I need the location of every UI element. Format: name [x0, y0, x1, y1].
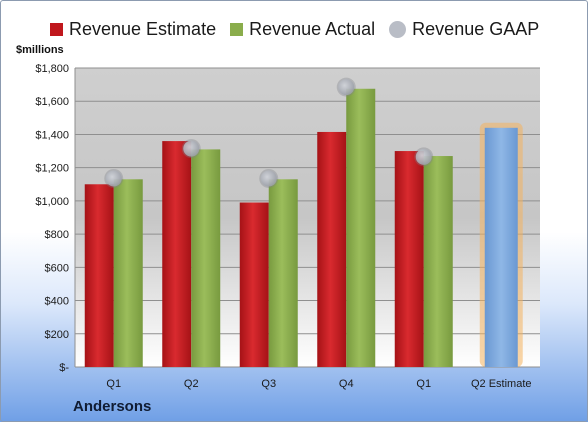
y-tick-label: $- — [59, 362, 69, 374]
y-axis-ticks: $- $200 $400 $600 $800 $1,000 $1,200 $1,400 $1,6… — [35, 63, 69, 374]
x-tick-label: Q1 — [106, 378, 121, 390]
y-axis-units-label: $millions — [16, 44, 64, 56]
y-tick-label: $200 — [45, 329, 69, 341]
y-tick-label: $1,200 — [35, 163, 69, 175]
bar-revenue-estimate — [84, 184, 114, 367]
legend-label-estimate: Revenue Estimate — [69, 18, 217, 39]
legend-item-estimate: Revenue Estimate — [50, 19, 216, 40]
gaap-marker — [105, 170, 122, 187]
legend-label-gaap: Revenue GAAP — [412, 18, 540, 39]
x-tick-label: Q2 Estimate — [471, 378, 532, 390]
legend: Revenue Estimate Revenue Actual Revenue … — [50, 15, 553, 43]
y-tick-label: $1,600 — [35, 96, 69, 108]
legend-item-actual: Revenue Actual — [230, 19, 375, 40]
bar-revenue-actual — [113, 179, 143, 367]
legend-marker-gaap — [389, 20, 407, 38]
bar-revenue-estimate — [317, 131, 347, 367]
y-tick-label: $800 — [45, 229, 69, 241]
bar-revenue-actual — [423, 156, 453, 367]
bar-revenue-estimate — [162, 141, 192, 367]
grid-lines — [74, 67, 540, 368]
bar-forecast — [484, 127, 518, 367]
bar-revenue-actual — [268, 179, 298, 367]
legend-swatch-actual — [230, 22, 244, 36]
gaap-marker — [338, 79, 355, 96]
y-tick-label: $1,400 — [35, 129, 69, 141]
gaap-markers — [104, 77, 434, 188]
bar-revenue-estimate — [239, 202, 269, 367]
legend-swatch-estimate — [50, 22, 63, 36]
y-tick-label: $1,000 — [35, 196, 69, 208]
bar-revenue-estimate — [394, 151, 424, 367]
bar-revenue-actual — [346, 88, 376, 367]
x-axis-ticks: Q1 Q2 Q3 Q4 Q1 Q2 Estimate — [106, 378, 531, 390]
plot-area — [75, 68, 540, 367]
y-tick-label: $1,800 — [35, 63, 69, 75]
legend-label-actual: Revenue Actual — [249, 18, 376, 39]
bars — [84, 88, 523, 367]
x-tick-label: Q3 — [261, 378, 276, 390]
gaap-marker — [183, 140, 200, 157]
bar-revenue-actual — [191, 149, 221, 367]
x-tick-label: Q2 — [184, 378, 199, 390]
gaap-marker — [415, 148, 432, 165]
x-tick-label: Q1 — [416, 378, 431, 390]
x-tick-label: Q4 — [339, 378, 354, 390]
y-tick-label: $600 — [45, 262, 69, 274]
y-tick-label: $400 — [45, 296, 69, 308]
company-name: Andersons — [73, 398, 152, 415]
legend-item-gaap: Revenue GAAP — [389, 19, 539, 40]
gaap-marker — [260, 170, 277, 187]
